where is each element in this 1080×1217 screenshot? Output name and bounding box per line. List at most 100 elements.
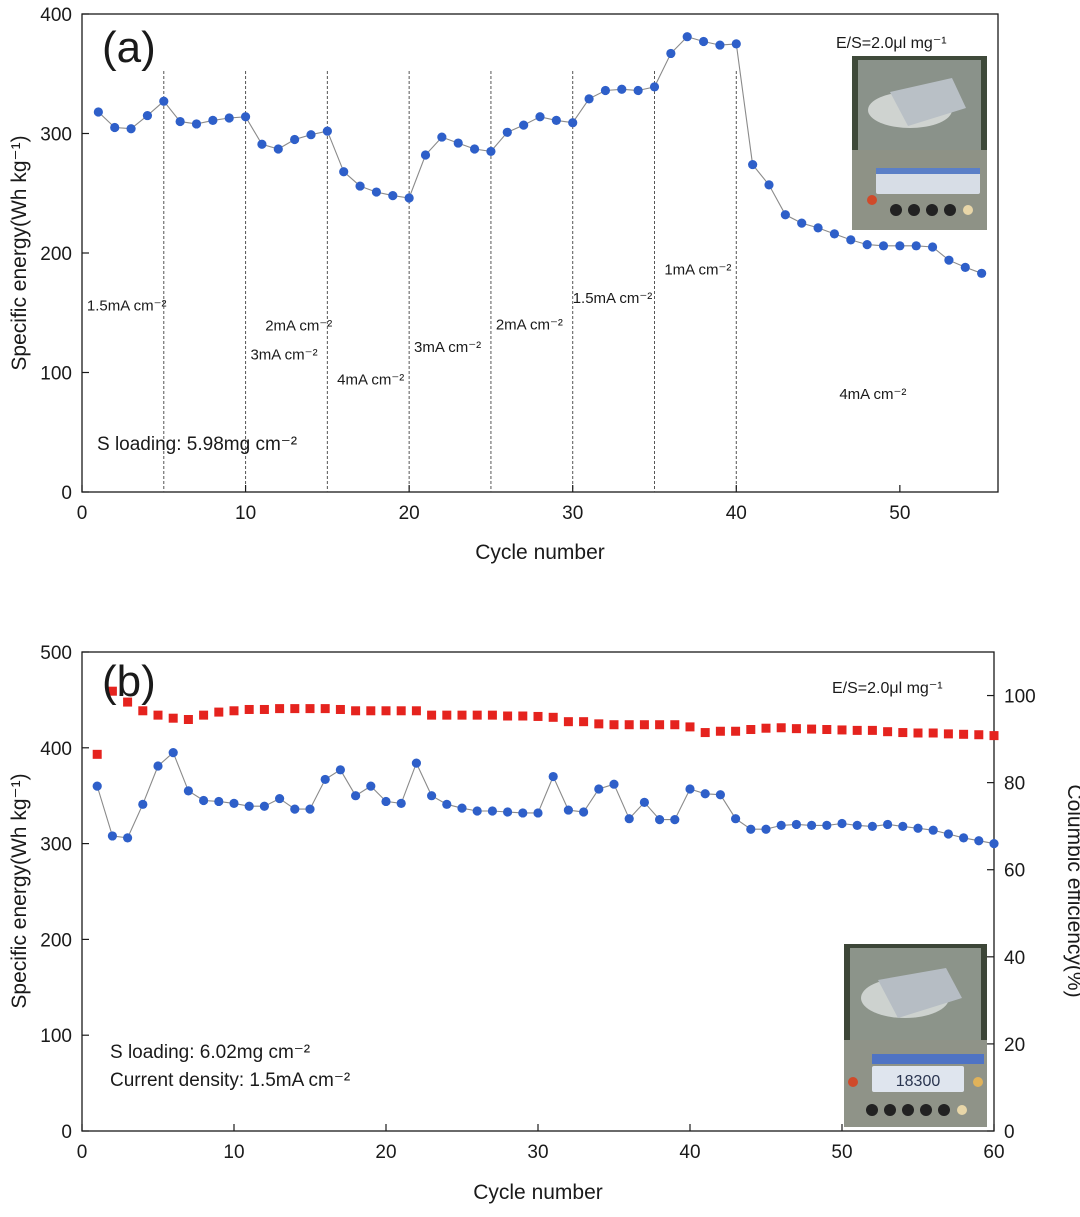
- panel-a-data-point: [437, 132, 447, 142]
- panel-a-rate-label: 3mA cm⁻²: [250, 346, 317, 363]
- panel-a-y-tick-label: 100: [40, 364, 72, 385]
- panel-a-data-point: [535, 112, 545, 122]
- panel-a-data-point: [240, 112, 251, 122]
- panel-b-efficiency-point: [411, 706, 421, 716]
- panel-a-data-point: [322, 126, 332, 136]
- panel-b-x-tick-label: 20: [375, 1142, 396, 1163]
- panel-b-energy-points: [92, 747, 999, 849]
- panel-b-energy-point: [351, 791, 361, 801]
- panel-b-energy-point: [670, 815, 680, 825]
- panel-b-efficiency-point: [199, 710, 209, 720]
- panel-a-tag: (a): [102, 23, 156, 72]
- panel-a-data-point: [584, 94, 594, 104]
- panel-a-data-point: [977, 268, 987, 278]
- panel-b-efficiency-point: [366, 706, 376, 716]
- panel-a-data-point: [748, 159, 758, 170]
- panel-b-tag: (b): [102, 657, 156, 706]
- panel-a-data-point: [273, 144, 283, 154]
- panel-b-energy-point: [685, 784, 695, 794]
- panel-b-efficiency-point: [153, 710, 163, 720]
- panel-a-data-point: [93, 107, 103, 117]
- panel-b-y-axis-title: Specific energy(Wh kg⁻¹): [8, 773, 31, 1008]
- panel-b-current-label: Current density: 1.5mA cm⁻²: [110, 1070, 350, 1091]
- panel-a-data-point: [633, 85, 643, 96]
- panel-b-efficiency-point: [943, 729, 953, 739]
- panel-b-energy-point: [624, 814, 634, 824]
- panel-b-energy-point: [138, 799, 148, 809]
- panel-b-efficiency-point: [776, 723, 786, 733]
- panel-b-efficiency-point: [259, 704, 269, 714]
- panel-b-energy-point: [518, 808, 528, 818]
- panel-b-energy-point: [852, 820, 862, 830]
- panel-a-rate-change-lines: [163, 71, 737, 492]
- panel-b-connecting-line: [96, 751, 995, 845]
- panel-b-energy-point: [214, 796, 224, 807]
- panel-b-energy-point: [335, 765, 345, 775]
- panel-b-x-tick-label: 0: [77, 1142, 88, 1163]
- panel-b-energy-point: [974, 836, 984, 846]
- panel-a-data-point: [208, 115, 218, 125]
- panel-b-y2-tick-label: 40: [1004, 948, 1025, 969]
- panel-b-efficiency-point: [928, 728, 938, 738]
- panel-b-efficiency-point: [138, 706, 148, 716]
- panel-a-ticks: 0 10 20 30 40 50 0 100 200 300 400: [40, 5, 910, 524]
- panel-a-data-point: [486, 146, 496, 157]
- panel-b-energy-point: [898, 821, 908, 831]
- panel-b-y-tick-label: 100: [40, 1026, 72, 1047]
- panel-b-efficiency-point: [639, 720, 649, 730]
- panel-b-energy-point: [503, 807, 513, 817]
- panel-a-x-tick-label: 50: [889, 503, 910, 524]
- panel-a-data-point: [551, 115, 561, 125]
- panel-b-energy-point: [199, 795, 209, 806]
- panel-b-efficiency-point: [107, 686, 117, 696]
- panel-a-rate-label: 2mA cm⁻²: [265, 318, 332, 335]
- panel-b-y2-tick-label: 60: [1004, 861, 1025, 882]
- panel-b-energy-point: [92, 781, 102, 791]
- panel-b-energy-point: [320, 774, 330, 785]
- panel-b-energy-point: [244, 801, 254, 811]
- panel-a-data-point: [355, 181, 365, 191]
- panel-b-efficiency-point: [959, 729, 969, 739]
- panel-b-energy-point: [837, 818, 847, 829]
- panel-a-data-point: [649, 82, 660, 92]
- panel-a-data-point: [306, 130, 316, 140]
- panel-a-data-point: [797, 218, 807, 228]
- panel-b-energy-point: [153, 761, 163, 771]
- panel-a-data-point: [682, 32, 692, 42]
- panel-b-energy-point: [487, 806, 497, 816]
- panel-a-data-point: [927, 242, 938, 252]
- panel-a-data-point: [404, 193, 414, 203]
- panel-a-data-point: [813, 223, 823, 233]
- panel-b-efficiency-point: [244, 704, 254, 714]
- panel-b-efficiency-point: [563, 717, 573, 727]
- panel-a-rate-label: 1.5mA cm⁻²: [573, 290, 653, 307]
- panel-b-loading-label: S loading: 6.02mg cm⁻²: [110, 1042, 310, 1063]
- panel-a-y-tick-label: 0: [61, 483, 72, 504]
- panel-a-rate-label: 3mA cm⁻²: [414, 339, 481, 356]
- panel-a-data-point: [731, 39, 741, 49]
- panel-a-x-tick-label: 40: [726, 503, 747, 524]
- panel-a-data-point: [878, 241, 889, 251]
- panel-a-data-point: [502, 127, 512, 137]
- panel-a-data-point: [159, 96, 169, 106]
- panel-b-energy-point: [533, 808, 543, 818]
- panel-a-x-axis-title: Cycle number: [475, 541, 605, 564]
- panel-a-rate-label: 2mA cm⁻²: [496, 316, 563, 333]
- panel-b-energy-point: [366, 781, 376, 791]
- panel-b-y2-axis-title: Columbic efficiency(%): [1063, 784, 1080, 997]
- panel-b-efficiency-point: [837, 725, 847, 735]
- panel-b-energy-point: [579, 807, 589, 817]
- panel-a-data-point: [666, 48, 676, 59]
- panel-b-energy-point: [731, 814, 741, 824]
- panel-b-energy-point: [989, 839, 999, 849]
- panel-b-efficiency-point: [700, 728, 710, 738]
- panel-b-x-tick-label: 50: [831, 1142, 852, 1163]
- panel-a-data-point: [960, 262, 970, 272]
- panel-b-y-tick-label: 500: [40, 643, 72, 664]
- panel-b-energy-point: [427, 791, 437, 801]
- panel-b-efficiency-point: [396, 706, 406, 716]
- panel-a-x-tick-label: 30: [562, 503, 583, 524]
- panel-b-efficiency-point: [214, 707, 224, 717]
- panel-b-y-tick-label: 300: [40, 835, 72, 856]
